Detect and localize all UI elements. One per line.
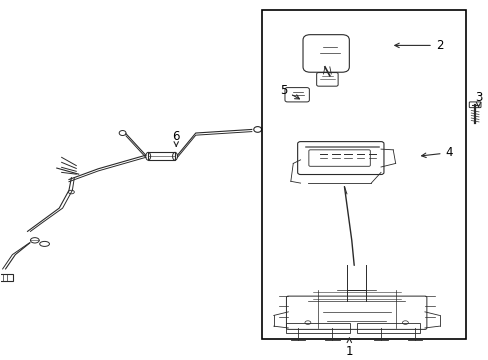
Text: 6: 6 [172,130,180,146]
Text: 3: 3 [474,91,481,107]
Bar [285,323,349,333]
Bar [356,323,419,333]
Text: 4: 4 [421,146,452,159]
Text: 5: 5 [279,84,299,99]
Text: 2: 2 [394,39,443,52]
Bar [148,152,175,160]
Text: 1: 1 [345,338,352,358]
Bar [0,274,13,281]
Bar [261,10,466,339]
